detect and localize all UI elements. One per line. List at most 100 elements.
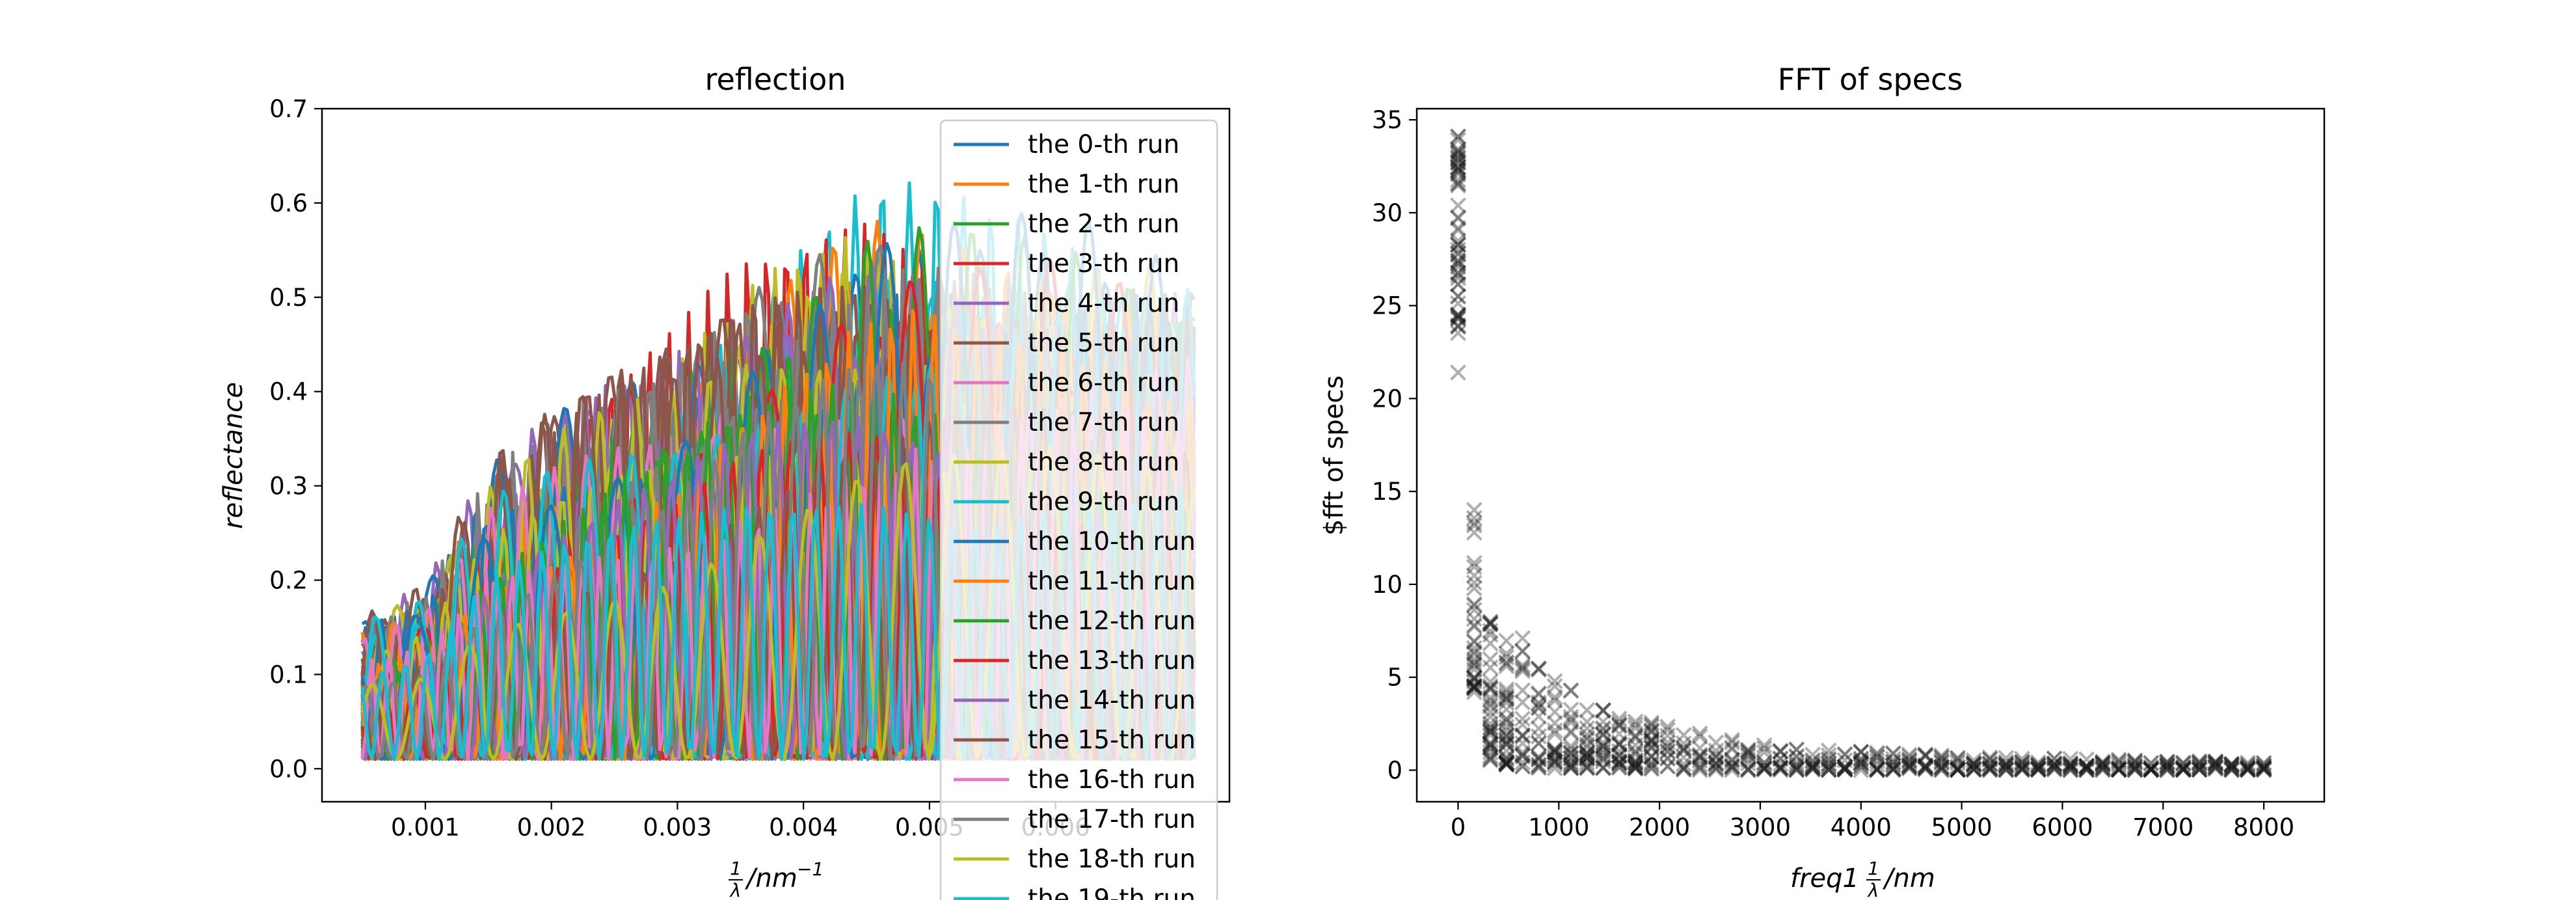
fft-point [1901, 759, 1918, 776]
fft-point [2110, 752, 2127, 769]
fft-point [1450, 174, 1466, 191]
legend-box [939, 119, 1218, 900]
fft-point [2030, 757, 2046, 774]
fft-point [1450, 318, 1466, 334]
fft-point [1466, 670, 1483, 686]
fft-point [1627, 754, 1644, 771]
fft-point [1482, 724, 1499, 741]
fft-point [1466, 684, 1483, 700]
fft-point [1450, 264, 1466, 281]
fft-point [2255, 759, 2272, 776]
fft-point [1805, 758, 1821, 774]
fft-point [1756, 759, 1773, 776]
fft-point [2191, 756, 2208, 772]
fft-point [1546, 689, 1563, 705]
fft-point [1466, 510, 1483, 526]
fft-point [1466, 601, 1483, 618]
fft-point [1788, 757, 1805, 774]
fft-point [1724, 739, 1741, 756]
fft-point [2255, 755, 2272, 772]
fft-xlabel-frac-num: 1 [1868, 858, 1879, 879]
fft-point [1466, 651, 1483, 668]
fft-point [1901, 752, 1918, 769]
fft-point [2014, 757, 2030, 774]
fft-point [1788, 761, 1805, 778]
fft-point [1756, 740, 1773, 757]
fft-point [1917, 748, 1934, 765]
fft-point [1546, 756, 1563, 772]
fft-point [1724, 757, 1741, 774]
fft-point [2014, 755, 2030, 771]
fft-point [1450, 236, 1466, 253]
fft-point [1514, 758, 1531, 774]
fft-point [1756, 760, 1773, 777]
fft-point [1579, 759, 1596, 776]
fft-point [1450, 131, 1466, 148]
fft-point [2062, 755, 2079, 772]
fft-point [1643, 734, 1660, 751]
fft-point [1530, 735, 1547, 752]
fft-point [1901, 752, 1918, 769]
fft-point [1643, 732, 1660, 749]
x-tick-label: 5000 [1931, 813, 1992, 841]
fft-point [2191, 761, 2208, 778]
fft-point [1450, 255, 1466, 272]
fft-point [1643, 723, 1660, 739]
fft-point [1643, 724, 1660, 741]
fft-point [1450, 141, 1466, 157]
fft-point [1450, 288, 1466, 305]
fft-point [1869, 744, 1885, 761]
fft-point [1981, 755, 1998, 772]
fft-point [1933, 760, 1950, 776]
fft-point [1756, 754, 1773, 771]
fft-point [1772, 759, 1789, 776]
fft-point [1836, 758, 1853, 775]
fft-point [1885, 745, 1901, 762]
fft-point [2207, 758, 2224, 775]
fft-point [1530, 759, 1547, 776]
y-tick-label: 20 [1372, 385, 1402, 413]
fft-point [1514, 642, 1531, 659]
fft-point [1498, 689, 1515, 706]
fft-point [1675, 742, 1692, 759]
fft-point [1498, 756, 1515, 773]
fft-point [1950, 758, 1966, 775]
fft-point [1450, 222, 1466, 239]
fft-point [1691, 746, 1708, 763]
y-tick-label: 0.3 [269, 472, 308, 500]
y-tick-label: 0.2 [269, 566, 308, 594]
legend-label: the 12-th run [1028, 607, 1196, 636]
fft-point [1659, 718, 1676, 735]
fft-point [2110, 761, 2127, 778]
fft-point [1901, 753, 1918, 770]
fft-point [2014, 753, 2030, 770]
fft-point [1885, 760, 1901, 777]
fft-point [1466, 679, 1483, 696]
fft-point [1805, 753, 1821, 770]
fft-point [1917, 759, 1934, 776]
fft-point [1450, 258, 1466, 275]
fft-point [2223, 759, 2240, 776]
fft-point [2239, 761, 2256, 778]
fft-point [1756, 737, 1773, 754]
legend-label: the 11-th run [1028, 567, 1196, 596]
fft-point [2094, 761, 2111, 778]
fft-point [2143, 755, 2160, 772]
fft-point [1498, 714, 1515, 731]
fft-xlabel-prefix: freq1 [1790, 864, 1859, 893]
fft-point [2030, 756, 2046, 772]
fft-point [1595, 747, 1611, 764]
fft-point [1643, 722, 1660, 739]
fft-point [1595, 738, 1611, 754]
fft-point [1885, 745, 1901, 762]
fft-point [1675, 735, 1692, 752]
fft-point [1917, 759, 1934, 776]
fft-point [1853, 755, 1870, 772]
fft-point [1514, 662, 1531, 679]
fft-point [1708, 756, 1724, 772]
fft-point [1627, 755, 1644, 771]
fft-point [2094, 756, 2111, 773]
fft-point [2191, 761, 2208, 778]
fft-point [1965, 761, 1982, 778]
fft-point [1627, 744, 1644, 761]
